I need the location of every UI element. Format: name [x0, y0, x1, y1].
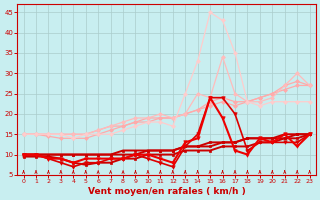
X-axis label: Vent moyen/en rafales ( km/h ): Vent moyen/en rafales ( km/h )	[88, 187, 245, 196]
